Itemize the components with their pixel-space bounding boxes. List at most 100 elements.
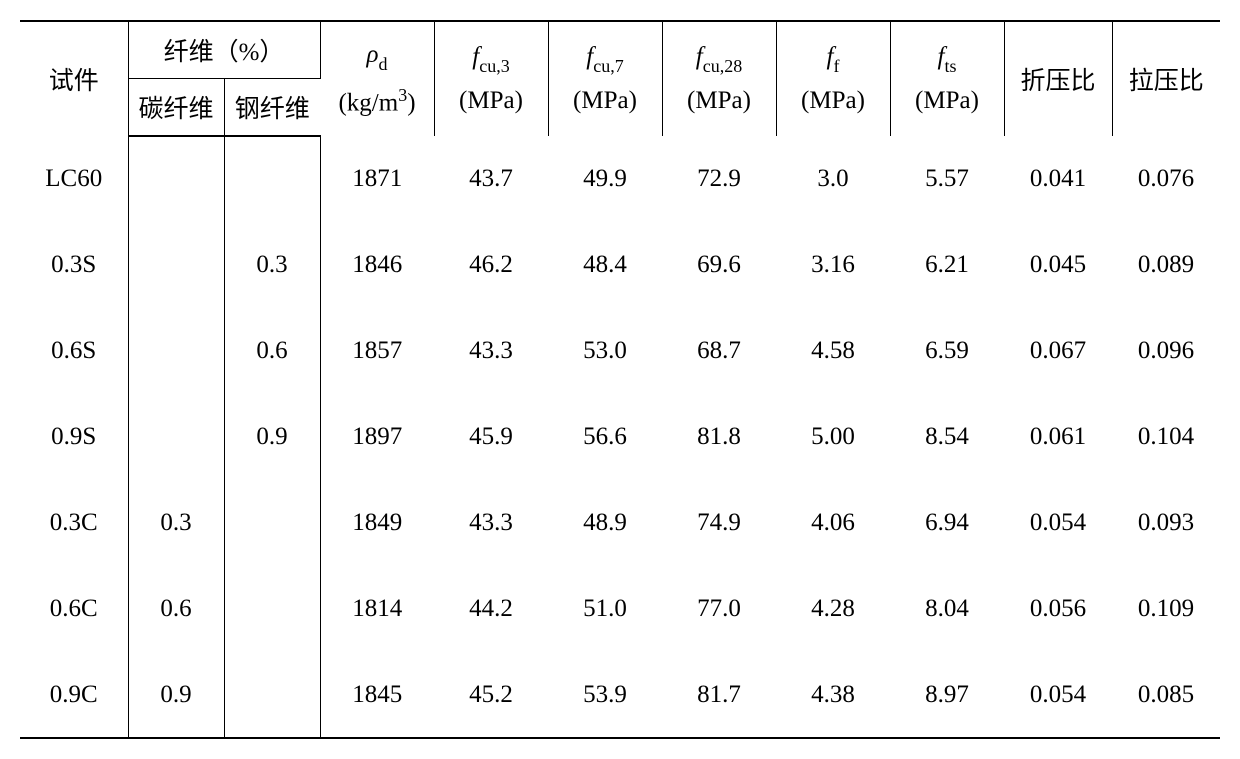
cell-fcu3: 46.2 xyxy=(434,222,548,308)
cell-ff: 3.16 xyxy=(776,222,890,308)
cell-sf xyxy=(224,652,320,738)
table-body: LC60187143.749.972.93.05.570.0410.0760.3… xyxy=(20,136,1220,738)
cell-fts: 6.94 xyxy=(890,480,1004,566)
fts-subscript: ts xyxy=(944,56,956,76)
cell-spec: 0.6S xyxy=(20,308,128,394)
fcu28-symbol: f xyxy=(696,43,703,70)
cell-fts: 5.57 xyxy=(890,136,1004,222)
col-header-fiber-group: 纤维（%） xyxy=(128,21,320,79)
cell-fcu28: 69.6 xyxy=(662,222,776,308)
cell-fcu7: 53.0 xyxy=(548,308,662,394)
cell-rfc: 0.061 xyxy=(1004,394,1112,480)
cell-rho: 1845 xyxy=(320,652,434,738)
cell-ff: 3.0 xyxy=(776,136,890,222)
col-header-steel-fiber: 钢纤维 xyxy=(224,79,320,137)
cell-fcu7: 48.9 xyxy=(548,480,662,566)
cell-fcu7: 49.9 xyxy=(548,136,662,222)
table-row: 0.3C0.3184943.348.974.94.066.940.0540.09… xyxy=(20,480,1220,566)
cell-ff: 4.58 xyxy=(776,308,890,394)
rho-unit-post: ) xyxy=(407,89,415,116)
rho-unit-pre: (kg/m xyxy=(338,89,398,116)
col-header-fcu7: fcu,7 (MPa) xyxy=(548,21,662,136)
cell-fcu3: 44.2 xyxy=(434,566,548,652)
table-row: 0.6S 0.6185743.353.068.74.586.590.0670.09… xyxy=(20,308,1220,394)
cell-spec: 0.3S xyxy=(20,222,128,308)
cell-cf: 0.6 xyxy=(128,566,224,652)
col-header-fcu28: fcu,28 (MPa) xyxy=(662,21,776,136)
cell-ff: 5.00 xyxy=(776,394,890,480)
cell-fcu7: 48.4 xyxy=(548,222,662,308)
cell-fts: 6.21 xyxy=(890,222,1004,308)
fcu3-unit: (MPa) xyxy=(439,87,544,115)
cell-sf xyxy=(224,566,320,652)
cell-fts: 6.59 xyxy=(890,308,1004,394)
fcu7-unit: (MPa) xyxy=(553,87,658,115)
cell-rfc: 0.045 xyxy=(1004,222,1112,308)
cell-fcu3: 45.2 xyxy=(434,652,548,738)
cell-cf: 0.9 xyxy=(128,652,224,738)
table-row: 0.3S 0.3184646.248.469.63.166.210.0450.08… xyxy=(20,222,1220,308)
cell-fcu3: 43.3 xyxy=(434,308,548,394)
rho-symbol: ρ xyxy=(367,41,379,68)
col-header-specimen: 试件 xyxy=(20,21,128,136)
cell-spec: LC60 xyxy=(20,136,128,222)
cell-rfc: 0.054 xyxy=(1004,480,1112,566)
cell-spec: 0.3C xyxy=(20,480,128,566)
fcu28-unit: (MPa) xyxy=(667,87,772,115)
cell-rtc: 0.076 xyxy=(1112,136,1220,222)
rho-subscript: d xyxy=(379,54,388,74)
cell-cf xyxy=(128,222,224,308)
cell-rtc: 0.093 xyxy=(1112,480,1220,566)
table-row: 0.6C0.6181444.251.077.04.288.040.0560.10… xyxy=(20,566,1220,652)
cell-rho: 1857 xyxy=(320,308,434,394)
cell-cf: 0.3 xyxy=(128,480,224,566)
cell-ff: 4.28 xyxy=(776,566,890,652)
cell-fcu28: 68.7 xyxy=(662,308,776,394)
cell-fts: 8.04 xyxy=(890,566,1004,652)
cell-rtc: 0.109 xyxy=(1112,566,1220,652)
col-header-fcu3: fcu,3 (MPa) xyxy=(434,21,548,136)
cell-fts: 8.97 xyxy=(890,652,1004,738)
cell-spec: 0.9C xyxy=(20,652,128,738)
cell-sf: 0.6 xyxy=(224,308,320,394)
cell-rho: 1897 xyxy=(320,394,434,480)
cell-fcu3: 43.3 xyxy=(434,480,548,566)
cell-sf xyxy=(224,136,320,222)
cell-rtc: 0.096 xyxy=(1112,308,1220,394)
cell-rtc: 0.085 xyxy=(1112,652,1220,738)
cell-rtc: 0.089 xyxy=(1112,222,1220,308)
cell-rho: 1846 xyxy=(320,222,434,308)
cell-sf: 0.3 xyxy=(224,222,320,308)
ff-subscript: f xyxy=(833,56,839,76)
cell-fcu28: 81.8 xyxy=(662,394,776,480)
table-header: 试件 纤维（%） ρd (kg/m3) fcu,3 (MPa) fcu,7 xyxy=(20,21,1220,136)
cell-ff: 4.38 xyxy=(776,652,890,738)
cell-rfc: 0.056 xyxy=(1004,566,1112,652)
fcu28-subscript: cu,28 xyxy=(703,56,743,76)
fts-unit: (MPa) xyxy=(895,87,1000,115)
cell-rho: 1849 xyxy=(320,480,434,566)
cell-fcu28: 72.9 xyxy=(662,136,776,222)
cell-fcu7: 53.9 xyxy=(548,652,662,738)
cell-sf xyxy=(224,480,320,566)
cell-rfc: 0.067 xyxy=(1004,308,1112,394)
col-header-fts: fts (MPa) xyxy=(890,21,1004,136)
cell-sf: 0.9 xyxy=(224,394,320,480)
cell-rho: 1871 xyxy=(320,136,434,222)
cell-fcu3: 45.9 xyxy=(434,394,548,480)
fcu7-subscript: cu,7 xyxy=(593,56,624,76)
ff-unit: (MPa) xyxy=(781,87,886,115)
cell-cf xyxy=(128,136,224,222)
cell-fcu7: 51.0 xyxy=(548,566,662,652)
cell-spec: 0.9S xyxy=(20,394,128,480)
cell-fcu28: 77.0 xyxy=(662,566,776,652)
table-row: LC60187143.749.972.93.05.570.0410.076 xyxy=(20,136,1220,222)
cell-cf xyxy=(128,394,224,480)
table-row: 0.9S0.9189745.956.681.85.008.540.0610.10… xyxy=(20,394,1220,480)
table-row: 0.9C0.9184545.253.981.74.388.970.0540.08… xyxy=(20,652,1220,738)
col-header-carbon-fiber: 碳纤维 xyxy=(128,79,224,137)
col-header-ff: ff (MPa) xyxy=(776,21,890,136)
fiber-concrete-results-table: 试件 纤维（%） ρd (kg/m3) fcu,3 (MPa) fcu,7 xyxy=(20,20,1220,739)
cell-rtc: 0.104 xyxy=(1112,394,1220,480)
cell-rfc: 0.054 xyxy=(1004,652,1112,738)
